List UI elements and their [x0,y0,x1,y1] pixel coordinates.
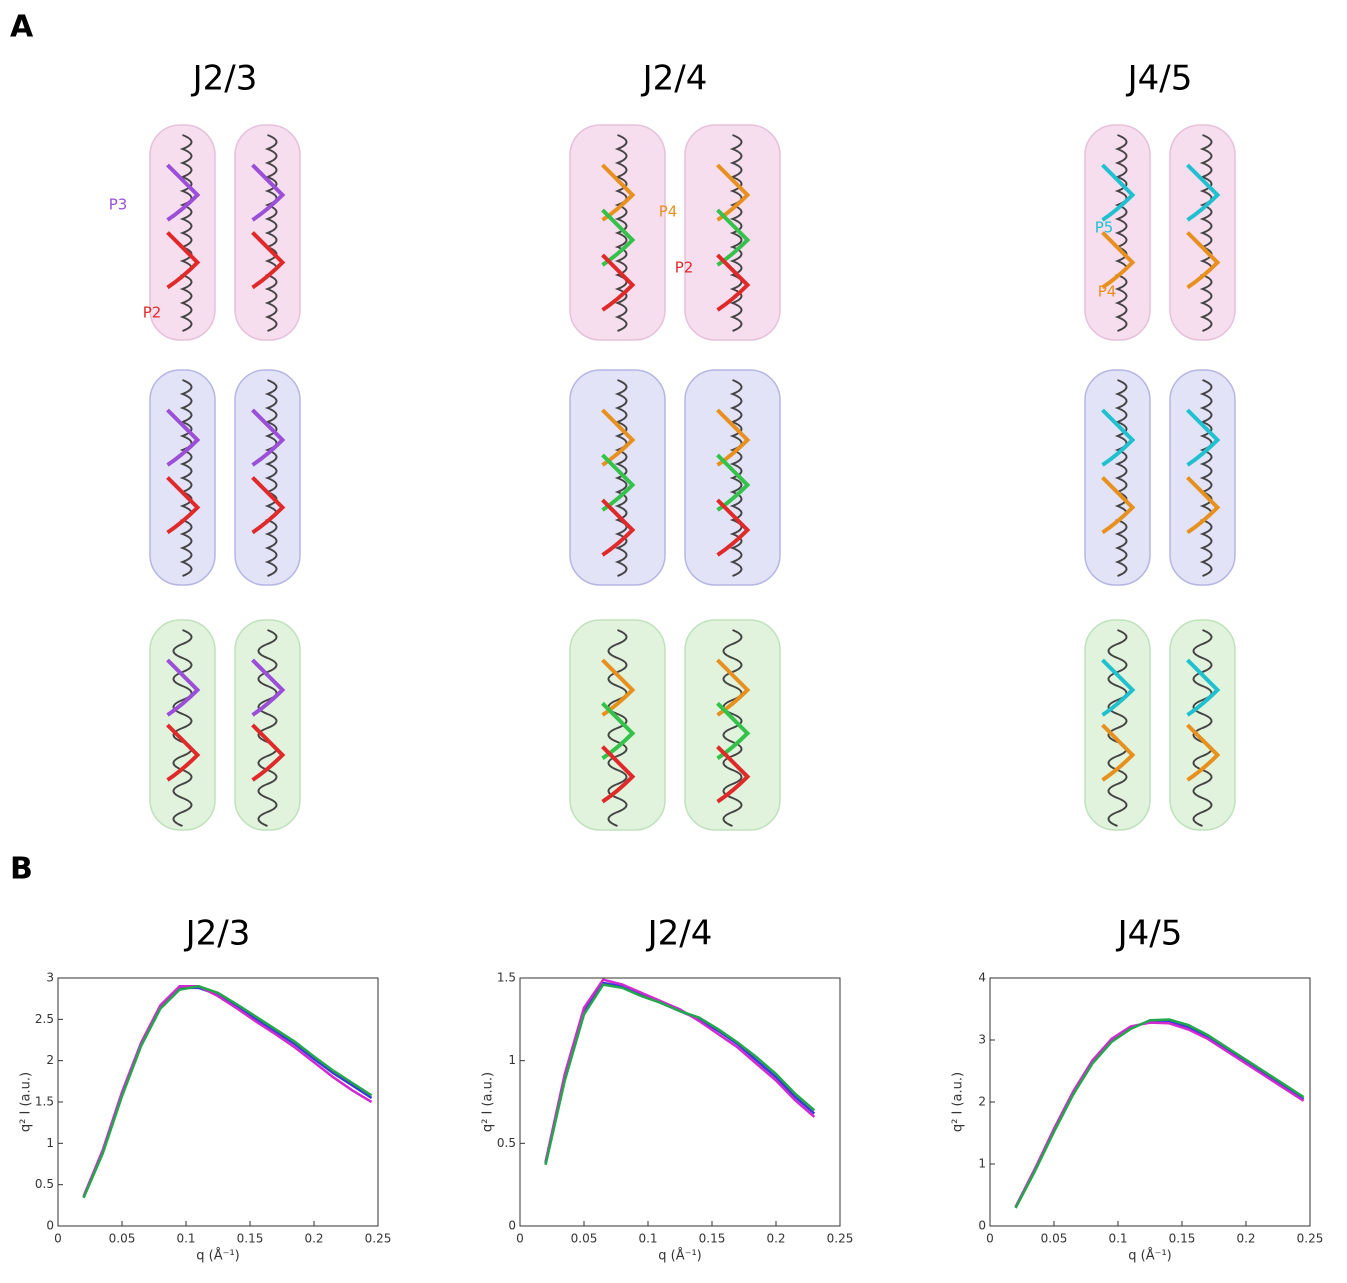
helix-label: P2 [143,304,162,322]
helix-label: P2 [675,259,694,277]
helix-label: P4 [1098,283,1117,301]
chart-title: J2/3 [184,914,251,954]
y-tick-label: 1.5 [497,971,516,985]
x-tick-label: 0.05 [109,1232,136,1246]
series-line [546,980,815,1162]
x-tick-label: 0.1 [176,1232,195,1246]
x-tick-label: 0.25 [365,1232,392,1246]
column-title: J4/5 [1126,59,1193,99]
y-tick-label: 0.5 [497,1136,516,1150]
y-tick-label: 2 [978,1095,986,1109]
x-tick-label: 0.15 [1169,1232,1196,1246]
chart-title: J4/5 [1116,914,1183,954]
x-tick-label: 0 [986,1232,994,1246]
series-line [84,988,372,1197]
x-tick-label: 0.25 [1297,1232,1324,1246]
y-tick-label: 3 [978,1033,986,1047]
structures [150,125,1235,830]
plot-frame [520,978,840,1226]
figure: A B J2/3 J2/4 J4/5 P3 P2 P4 P2 P5 P4 J2/3 0 0.05 0.1… [0,0,1347,1279]
plot-frame [990,978,1310,1226]
x-tick-label: 0.15 [699,1232,726,1246]
y-tick-label: 3 [46,971,54,985]
y-tick-label: 1.5 [35,1095,54,1109]
y-tick-label: 1 [508,1053,516,1067]
x-axis-label: q (Å⁻¹) [658,1248,702,1264]
chart-title: J2/4 [646,914,713,954]
x-axis-label: q (Å⁻¹) [196,1248,240,1264]
y-axis-label: q² I (a.u.) [481,1072,496,1132]
x-axis-label: q (Å⁻¹) [1128,1248,1172,1264]
plot-frame [58,978,378,1226]
x-tick-label: 0.2 [1236,1232,1255,1246]
y-tick-label: 1 [46,1136,54,1150]
y-tick-label: 0 [978,1219,986,1233]
helix-label: P4 [659,203,678,221]
y-axis-label: q² I (a.u.) [19,1072,34,1132]
helix-label: P3 [109,196,128,214]
x-tick-label: 0 [54,1232,62,1246]
helix-label: P5 [1095,219,1114,237]
x-tick-label: 0.1 [638,1232,657,1246]
x-tick-label: 0.15 [237,1232,264,1246]
column-title: J2/3 [191,59,258,99]
x-tick-label: 0 [516,1232,524,1246]
series-line [1016,1023,1304,1207]
x-tick-label: 0.2 [766,1232,785,1246]
y-tick-label: 4 [978,971,986,985]
x-tick-label: 0.25 [827,1232,854,1246]
y-tick-label: 2.5 [35,1012,54,1026]
y-tick-label: 0.5 [35,1177,54,1191]
series-line [84,986,372,1198]
y-tick-label: 2 [46,1053,54,1067]
panel-label: A [10,10,34,45]
x-tick-label: 0.05 [571,1232,598,1246]
y-axis-label: q² I (a.u.) [951,1072,966,1132]
x-tick-label: 0.1 [1108,1232,1127,1246]
panel-label: B [10,852,33,887]
y-tick-label: 0 [46,1219,54,1233]
series-line [84,986,372,1196]
column-title: J2/4 [641,59,708,99]
y-tick-label: 0 [508,1219,516,1233]
series-line [1016,1020,1304,1209]
x-tick-label: 0.05 [1041,1232,1068,1246]
x-tick-label: 0.2 [304,1232,323,1246]
series-line [1016,1021,1304,1207]
y-tick-label: 1 [978,1157,986,1171]
